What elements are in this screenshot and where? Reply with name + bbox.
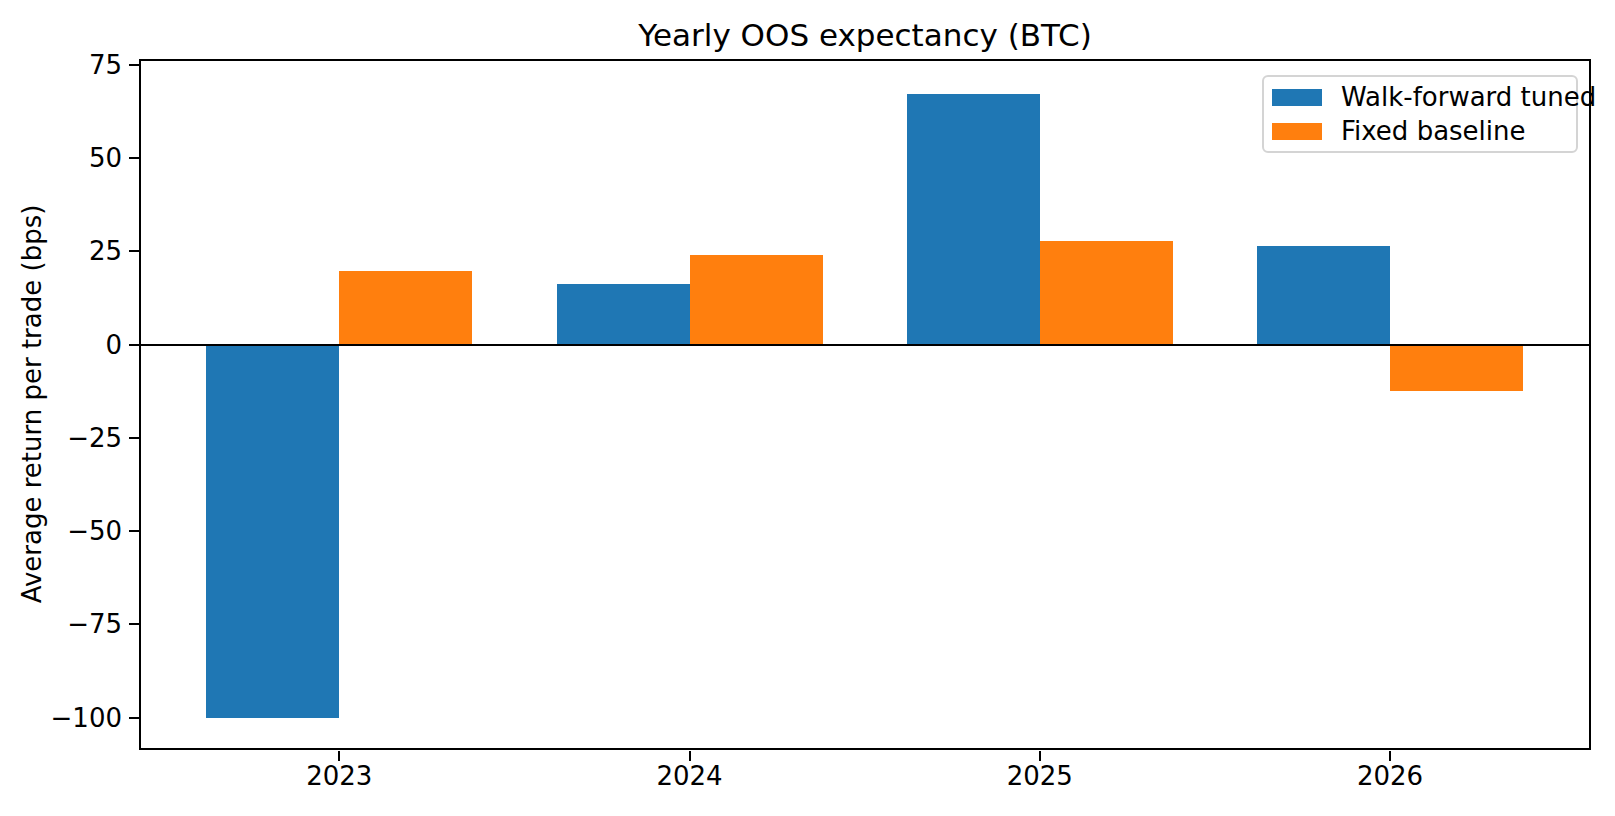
bar-2024-walk-forward [557,284,690,344]
legend-swatch-blue [1272,89,1322,106]
legend-swatch-orange [1272,123,1322,140]
y-tick-label: 75 [0,51,122,79]
legend-label: Fixed baseline [1341,116,1526,146]
x-tick-mark [338,751,340,761]
y-tick-label: 50 [0,144,122,172]
bar-2025-walk-forward [907,94,1040,344]
legend: Walk-forward tuned Fixed baseline [1262,75,1578,153]
zero-axis-line [140,344,1590,346]
y-tick-mark [129,530,139,532]
bar-2026-baseline [1390,345,1523,391]
y-tick-label: −50 [0,517,122,545]
x-tick-mark [1039,751,1041,761]
x-tick-label: 2026 [1320,761,1460,791]
legend-item-fixed-baseline: Fixed baseline [1272,114,1576,148]
bar-chart-figure: Yearly OOS expectancy (BTC) Average retu… [0,0,1615,816]
y-tick-label: 0 [0,331,122,359]
chart-title: Yearly OOS expectancy (BTC) [140,16,1590,54]
x-tick-mark [689,751,691,761]
bar-2023-walk-forward [206,345,339,718]
bar-2024-baseline [690,255,823,345]
bar-2025-baseline [1040,241,1173,344]
y-tick-label: −25 [0,424,122,452]
bar-2026-walk-forward [1257,246,1390,345]
legend-item-walk-forward: Walk-forward tuned [1272,80,1576,114]
y-tick-mark [129,250,139,252]
x-tick-label: 2024 [620,761,760,791]
y-tick-mark [129,717,139,719]
y-tick-mark [129,157,139,159]
x-tick-mark [1389,751,1391,761]
y-tick-label: −100 [0,704,122,732]
y-tick-mark [129,623,139,625]
y-tick-mark [129,344,139,346]
y-tick-label: −75 [0,610,122,638]
y-tick-mark [129,437,139,439]
y-tick-label: 25 [0,237,122,265]
bar-2023-baseline [339,271,472,344]
x-tick-label: 2025 [970,761,1110,791]
legend-label: Walk-forward tuned [1341,82,1596,112]
plot-area [139,59,1591,750]
x-tick-label: 2023 [269,761,409,791]
y-tick-mark [129,64,139,66]
